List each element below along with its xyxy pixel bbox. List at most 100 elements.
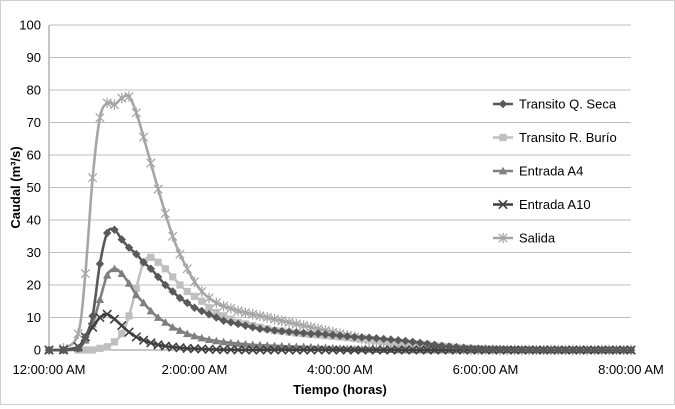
data-point <box>138 131 149 143</box>
x-axis-ticks: 12:00:00 AM 2:00:00 AM 4:00:00 AM 6:00:00 A… <box>13 362 664 377</box>
data-point <box>95 112 105 123</box>
data-point <box>452 342 461 352</box>
data-point <box>205 304 213 312</box>
data-point <box>481 344 490 354</box>
data-point <box>240 345 251 355</box>
data-point <box>255 340 265 349</box>
data-point <box>233 339 243 347</box>
data-point <box>422 345 433 355</box>
data-point <box>95 295 105 303</box>
data-point <box>371 345 382 355</box>
data-point <box>146 264 156 273</box>
data-point <box>211 297 221 309</box>
data-point <box>495 345 505 354</box>
data-point <box>299 328 308 338</box>
data-point <box>561 345 570 355</box>
data-point <box>73 344 83 353</box>
data-point <box>212 313 221 322</box>
data-point <box>349 345 360 355</box>
data-point <box>499 133 507 142</box>
data-point <box>80 268 91 279</box>
data-point <box>110 338 119 346</box>
legend-label: Salida <box>519 231 556 246</box>
data-point <box>168 231 178 242</box>
data-point <box>212 336 221 345</box>
x-tick-label: 2:00:00 AM <box>162 362 228 377</box>
data-point <box>204 335 214 343</box>
data-point <box>88 311 97 321</box>
data-point <box>262 345 273 355</box>
data-point <box>400 345 411 355</box>
data-point <box>498 99 508 109</box>
data-point <box>73 328 83 339</box>
legend-item: Entrada A10 <box>493 197 591 212</box>
data-point <box>597 345 607 355</box>
data-point <box>182 263 192 274</box>
legend-label: Entrada A10 <box>519 197 591 212</box>
data-point <box>554 345 563 355</box>
data-point <box>612 345 621 355</box>
data-point <box>176 281 184 289</box>
data-point <box>131 332 142 342</box>
data-point <box>466 344 476 353</box>
legend-label: Transito R. Burío <box>519 130 617 145</box>
data-point <box>183 287 191 296</box>
data-point <box>575 345 585 355</box>
data-point <box>350 332 359 342</box>
data-point <box>255 324 265 334</box>
data-point <box>160 208 171 219</box>
data-point <box>226 318 236 327</box>
data-point <box>168 323 177 331</box>
data-point <box>118 330 126 338</box>
legend-item: Entrada A4 <box>493 164 583 179</box>
y-axis-title: Caudal (m³/s) <box>8 146 23 228</box>
y-axis-ticks: 0 10 20 30 40 50 60 70 80 90 100 <box>19 18 41 358</box>
data-point <box>568 345 577 355</box>
data-point <box>503 345 512 354</box>
data-point <box>498 166 508 175</box>
data-point <box>125 312 133 320</box>
y-tick-label: 0 <box>34 343 41 358</box>
data-point <box>284 317 294 328</box>
data-point <box>153 313 163 321</box>
data-point <box>269 313 280 325</box>
data-point <box>147 253 155 261</box>
data-point <box>220 312 228 320</box>
data-point <box>233 319 243 329</box>
data-point <box>153 183 163 195</box>
legend-label: Transito Q. Seca <box>519 97 617 112</box>
data-point <box>154 258 162 266</box>
data-point <box>255 310 265 322</box>
data-point <box>247 345 258 355</box>
data-point <box>335 331 345 340</box>
data-point <box>357 333 367 342</box>
data-point <box>240 307 251 318</box>
y-tick-label: 80 <box>27 83 41 98</box>
data-point <box>197 306 206 316</box>
data-point <box>277 326 286 336</box>
data-point <box>233 305 243 317</box>
data-point <box>59 345 68 355</box>
series-transito-q-seca <box>44 225 636 355</box>
data-point <box>190 303 199 312</box>
data-point <box>393 345 403 355</box>
data-point <box>124 279 134 287</box>
data-point <box>161 265 169 273</box>
data-point <box>218 344 229 355</box>
x-tick-label: 8:00:00 AM <box>598 362 664 377</box>
data-point <box>204 310 214 319</box>
data-point <box>284 327 294 336</box>
data-point <box>110 264 119 273</box>
data-point <box>190 292 199 300</box>
data-point <box>583 345 592 355</box>
data-point <box>429 345 440 355</box>
gridlines <box>49 24 631 318</box>
data-point <box>321 330 330 339</box>
data-point <box>219 316 228 325</box>
data-point <box>189 343 200 354</box>
data-point <box>211 344 222 355</box>
data-point <box>262 312 272 323</box>
data-point <box>117 269 126 277</box>
